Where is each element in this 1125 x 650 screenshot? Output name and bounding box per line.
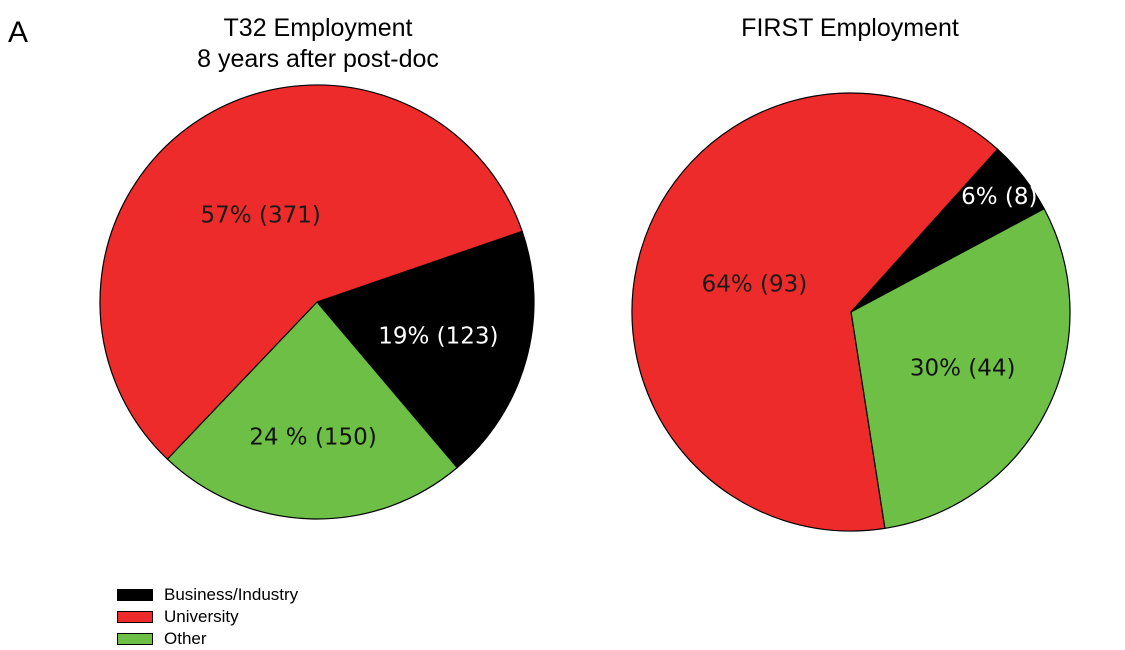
panel-letter: A	[8, 16, 29, 49]
chart-title-first-main: FIRST Employment	[741, 14, 959, 42]
pie-chart-first: 6% (8) 30% (44) 64% (93)	[631, 92, 1071, 532]
slice-label-business-industry: 19% (123)	[378, 323, 498, 349]
pie-slice-university	[99, 84, 523, 460]
legend: Business/Industry University Other	[117, 584, 298, 650]
slice-label-other: 24 % (150)	[249, 425, 377, 451]
chart-title-t32-main: T32 Employment	[223, 14, 413, 42]
slice-label-university: 64% (93)	[702, 271, 808, 297]
pie-slice-other	[850, 207, 1071, 530]
chart-subtitle-t32: 8 years after post-doc	[197, 45, 439, 73]
slice-label-other: 30% (44)	[910, 356, 1016, 382]
legend-swatch-university	[117, 611, 153, 623]
legend-item-university: University	[117, 606, 298, 628]
chart-title-first: FIRST Employment	[650, 13, 1050, 44]
legend-item-other: Other	[117, 628, 298, 650]
pie-chart-t32: 19% (123) 24 % (150) 57% (371)	[99, 84, 535, 520]
legend-swatch-other	[117, 633, 153, 645]
legend-label-university: University	[164, 607, 239, 626]
legend-swatch-business	[117, 589, 153, 601]
chart-title-t32: T32 Employment 8 years after post-doc	[118, 13, 518, 75]
pie-slice-business-industry	[315, 230, 535, 469]
slice-label-university: 57% (371)	[201, 202, 321, 228]
pie-slice-university	[631, 92, 999, 532]
legend-item-business: Business/Industry	[117, 584, 298, 606]
pie-slice-other	[166, 301, 459, 520]
legend-label-business: Business/Industry	[164, 585, 299, 604]
slice-label-business-industry: 6% (8)	[961, 184, 1037, 210]
legend-label-other: Other	[164, 629, 207, 648]
